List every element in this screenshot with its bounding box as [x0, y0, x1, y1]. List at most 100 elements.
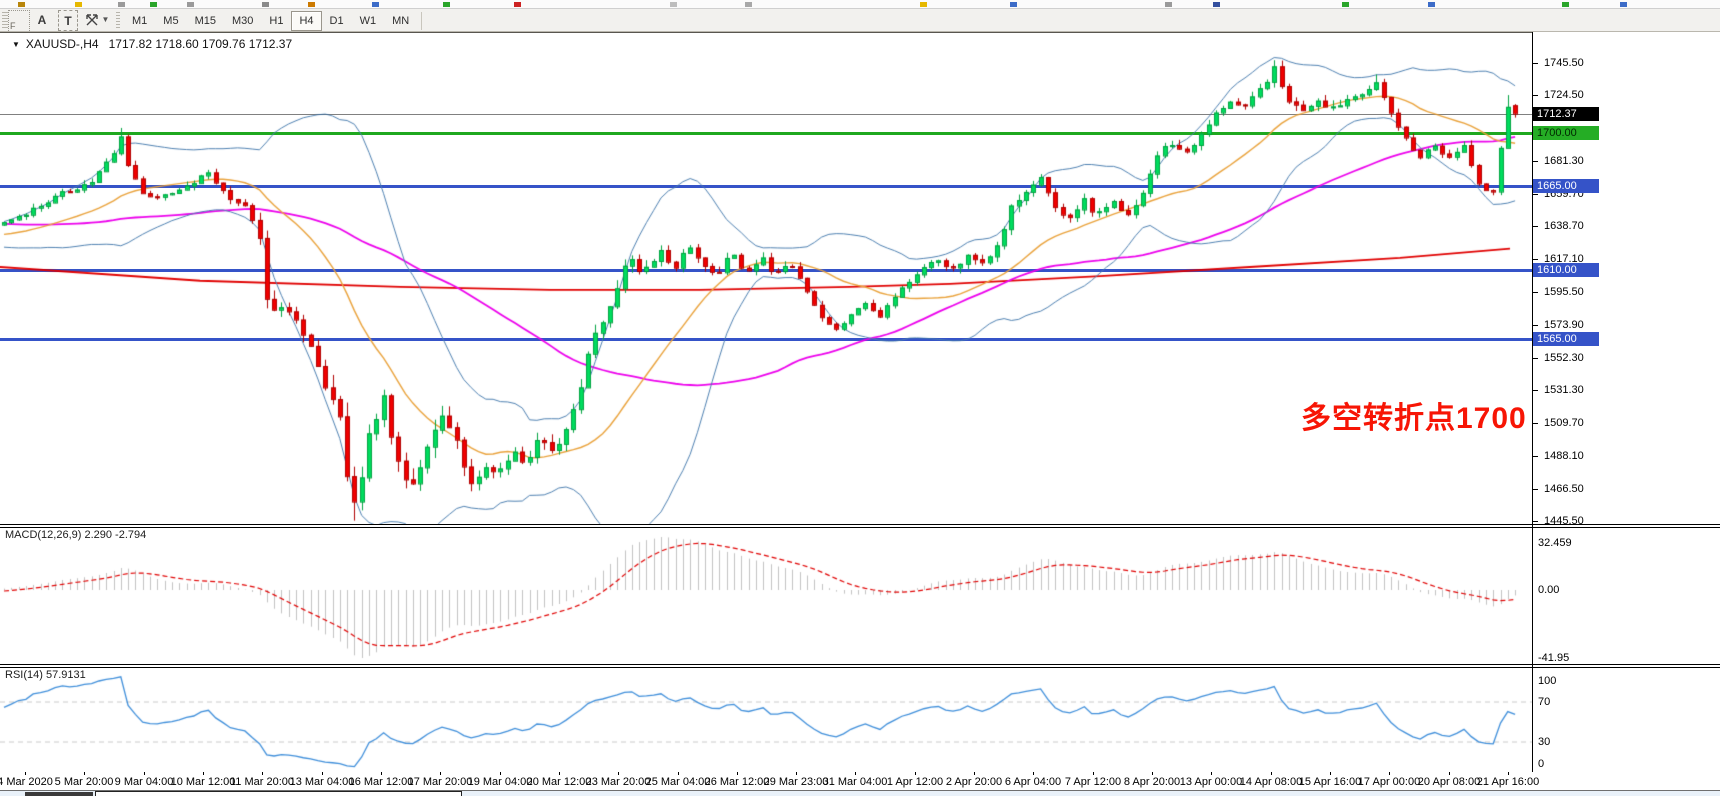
cutoff-toolbar-icon[interactable]: [1165, 2, 1172, 7]
price-tick-mark: [1533, 423, 1538, 424]
price-axis: 1745.50 1724.50 1681.30 1659.70 1638.70 1617.…: [1533, 32, 1720, 772]
chart-window: ▼ XAUUSD-,H4 1717.82 1718.60 1709.76 1712.…: [0, 32, 1720, 796]
timeframe-button-D1[interactable]: D1: [329, 15, 344, 27]
timeframe-button-M1[interactable]: M1: [132, 15, 148, 27]
time-tick-label: 9 Mar 04:00: [114, 776, 174, 788]
time-tick-mark: [1330, 772, 1331, 775]
time-tick-mark: [737, 772, 738, 775]
rsi-indicator-label: RSI(14) 57.9131: [5, 669, 86, 681]
pane-separator[interactable]: [0, 524, 1720, 525]
price-tick-label: 1488.10: [1544, 450, 1584, 462]
cutoff-toolbar-icon[interactable]: [75, 2, 82, 7]
cutoff-toolbar-icon[interactable]: [1428, 2, 1435, 7]
time-tick-mark: [1093, 772, 1094, 775]
macd-axis-label: 0.00: [1538, 584, 1560, 596]
price-tick-label: 1724.50: [1544, 89, 1584, 101]
symbol-period-label: XAUUSD-,H4: [25, 37, 99, 51]
timeframe-button-M30[interactable]: M30: [231, 15, 254, 27]
timeframe-button-M15[interactable]: M15: [194, 15, 216, 27]
cutoff-toolbar-icon[interactable]: [1562, 2, 1569, 7]
time-tick-label: 25 Mar 04:00: [645, 776, 711, 788]
time-tick-mark: [618, 772, 619, 775]
time-tick-mark: [559, 772, 560, 775]
horizontal-scrollbar: [0, 790, 1720, 796]
time-tick-label: 5 Mar 20:00: [54, 776, 114, 788]
cutoff-toolbar-icon[interactable]: [670, 2, 677, 7]
cutoff-toolbar-icon[interactable]: [1342, 2, 1349, 7]
timeframe-button-W1[interactable]: W1: [359, 15, 377, 27]
time-tick-mark: [203, 772, 204, 775]
time-tick-mark: [1033, 772, 1034, 775]
toolbar-grip-2[interactable]: [116, 12, 120, 28]
price-tick-label: 1573.90: [1544, 319, 1584, 331]
template-grid-icon[interactable]: F: [8, 10, 30, 33]
time-tick-mark: [678, 772, 679, 775]
cutoff-toolbar-icon[interactable]: [118, 2, 125, 7]
cutoff-toolbar-icon[interactable]: [187, 2, 194, 7]
cutoff-toolbar-icon[interactable]: [150, 2, 157, 7]
time-tick-mark: [500, 772, 501, 775]
cutoff-toolbar-icon[interactable]: [443, 2, 450, 7]
text-label-tool-icon[interactable]: A: [37, 12, 47, 27]
price-tick-mark: [1533, 292, 1538, 293]
price-tick-mark: [1533, 390, 1538, 391]
chart-title: ▼ XAUUSD-,H4 1717.82 1718.60 1709.76 1712.…: [12, 37, 292, 51]
text-box-tool-icon[interactable]: T: [58, 10, 78, 31]
price-tick-mark: [1533, 95, 1538, 96]
price-badge-1565.00: 1565.00: [1533, 332, 1599, 346]
price-tick-mark: [1533, 358, 1538, 359]
time-tick-label: 13 Apr 00:00: [1179, 776, 1243, 788]
rsi-axis-label: 100: [1538, 675, 1557, 687]
price-tick-mark: [1533, 521, 1538, 522]
price-tick-mark: [1533, 489, 1538, 490]
cutoff-toolbar-icon[interactable]: [1010, 2, 1017, 7]
price-tick-label: 1745.50: [1544, 57, 1584, 69]
time-tick-label: 11 Mar 20:00: [229, 776, 295, 788]
price-tick-label: 1638.70: [1544, 220, 1584, 232]
cutoff-toolbar-icon[interactable]: [920, 2, 927, 7]
cutoff-toolbar-icon[interactable]: [308, 2, 315, 7]
arrows-tool-icon[interactable]: ▼: [84, 10, 110, 29]
scrollbar-thumb[interactable]: [95, 791, 462, 796]
macd-indicator-label: MACD(12,26,9) 2.290 -2.794: [5, 529, 147, 541]
timeframe-button-H1[interactable]: H1: [269, 15, 284, 27]
time-tick-label: 26 Mar 12:00: [704, 776, 770, 788]
time-tick-mark: [381, 772, 382, 775]
time-tick-label: 31 Mar 04:00: [822, 776, 888, 788]
cutoff-toolbar-icon[interactable]: [1620, 2, 1627, 7]
cutoff-toolbar-icon[interactable]: [1213, 2, 1220, 7]
cutoff-toolbar-icon[interactable]: [262, 2, 269, 7]
time-tick-label: 17 Apr 00:00: [1357, 776, 1421, 788]
time-tick-label: 21 Apr 16:00: [1476, 776, 1540, 788]
dropdown-caret-icon[interactable]: ▼: [101, 15, 110, 24]
scrollbar-left-segment: [25, 792, 93, 796]
price-axis-border: [1532, 32, 1533, 772]
timeframe-button-H4[interactable]: H4: [291, 11, 322, 31]
time-tick-label: 1 Apr 12:00: [886, 776, 944, 788]
toolbar-grip[interactable]: [2, 12, 8, 28]
time-tick-mark: [915, 772, 916, 775]
time-tick-label: 4 Mar 2020: [0, 776, 53, 788]
time-tick-mark: [262, 772, 263, 775]
pane-separator[interactable]: [0, 667, 1720, 668]
cutoff-toolbar-icon[interactable]: [745, 2, 752, 7]
time-tick-mark: [1211, 772, 1212, 775]
time-tick-mark: [796, 772, 797, 775]
price-chart-canvas[interactable]: [0, 32, 1532, 772]
timeframe-button-MN[interactable]: MN: [392, 15, 410, 27]
pane-separator[interactable]: [0, 664, 1720, 665]
price-tick-label: 1681.30: [1544, 155, 1584, 167]
price-tick-mark: [1533, 325, 1538, 326]
cutoff-toolbar-icon[interactable]: [372, 2, 379, 7]
price-badge-1712.37: 1712.37: [1533, 107, 1599, 121]
price-tick-label: 1531.30: [1544, 384, 1584, 396]
cutoff-toolbar-icon[interactable]: [514, 2, 521, 7]
price-tick-mark: [1533, 194, 1538, 195]
collapse-triangle-icon[interactable]: ▼: [12, 40, 20, 49]
time-tick-mark: [1152, 772, 1153, 775]
timeframe-button-M5[interactable]: M5: [163, 15, 179, 27]
time-tick-label: 6 Apr 04:00: [1004, 776, 1062, 788]
time-tick-label: 10 Mar 12:00: [170, 776, 236, 788]
pane-separator[interactable]: [0, 527, 1720, 528]
cutoff-toolbar-icon[interactable]: [18, 2, 25, 7]
